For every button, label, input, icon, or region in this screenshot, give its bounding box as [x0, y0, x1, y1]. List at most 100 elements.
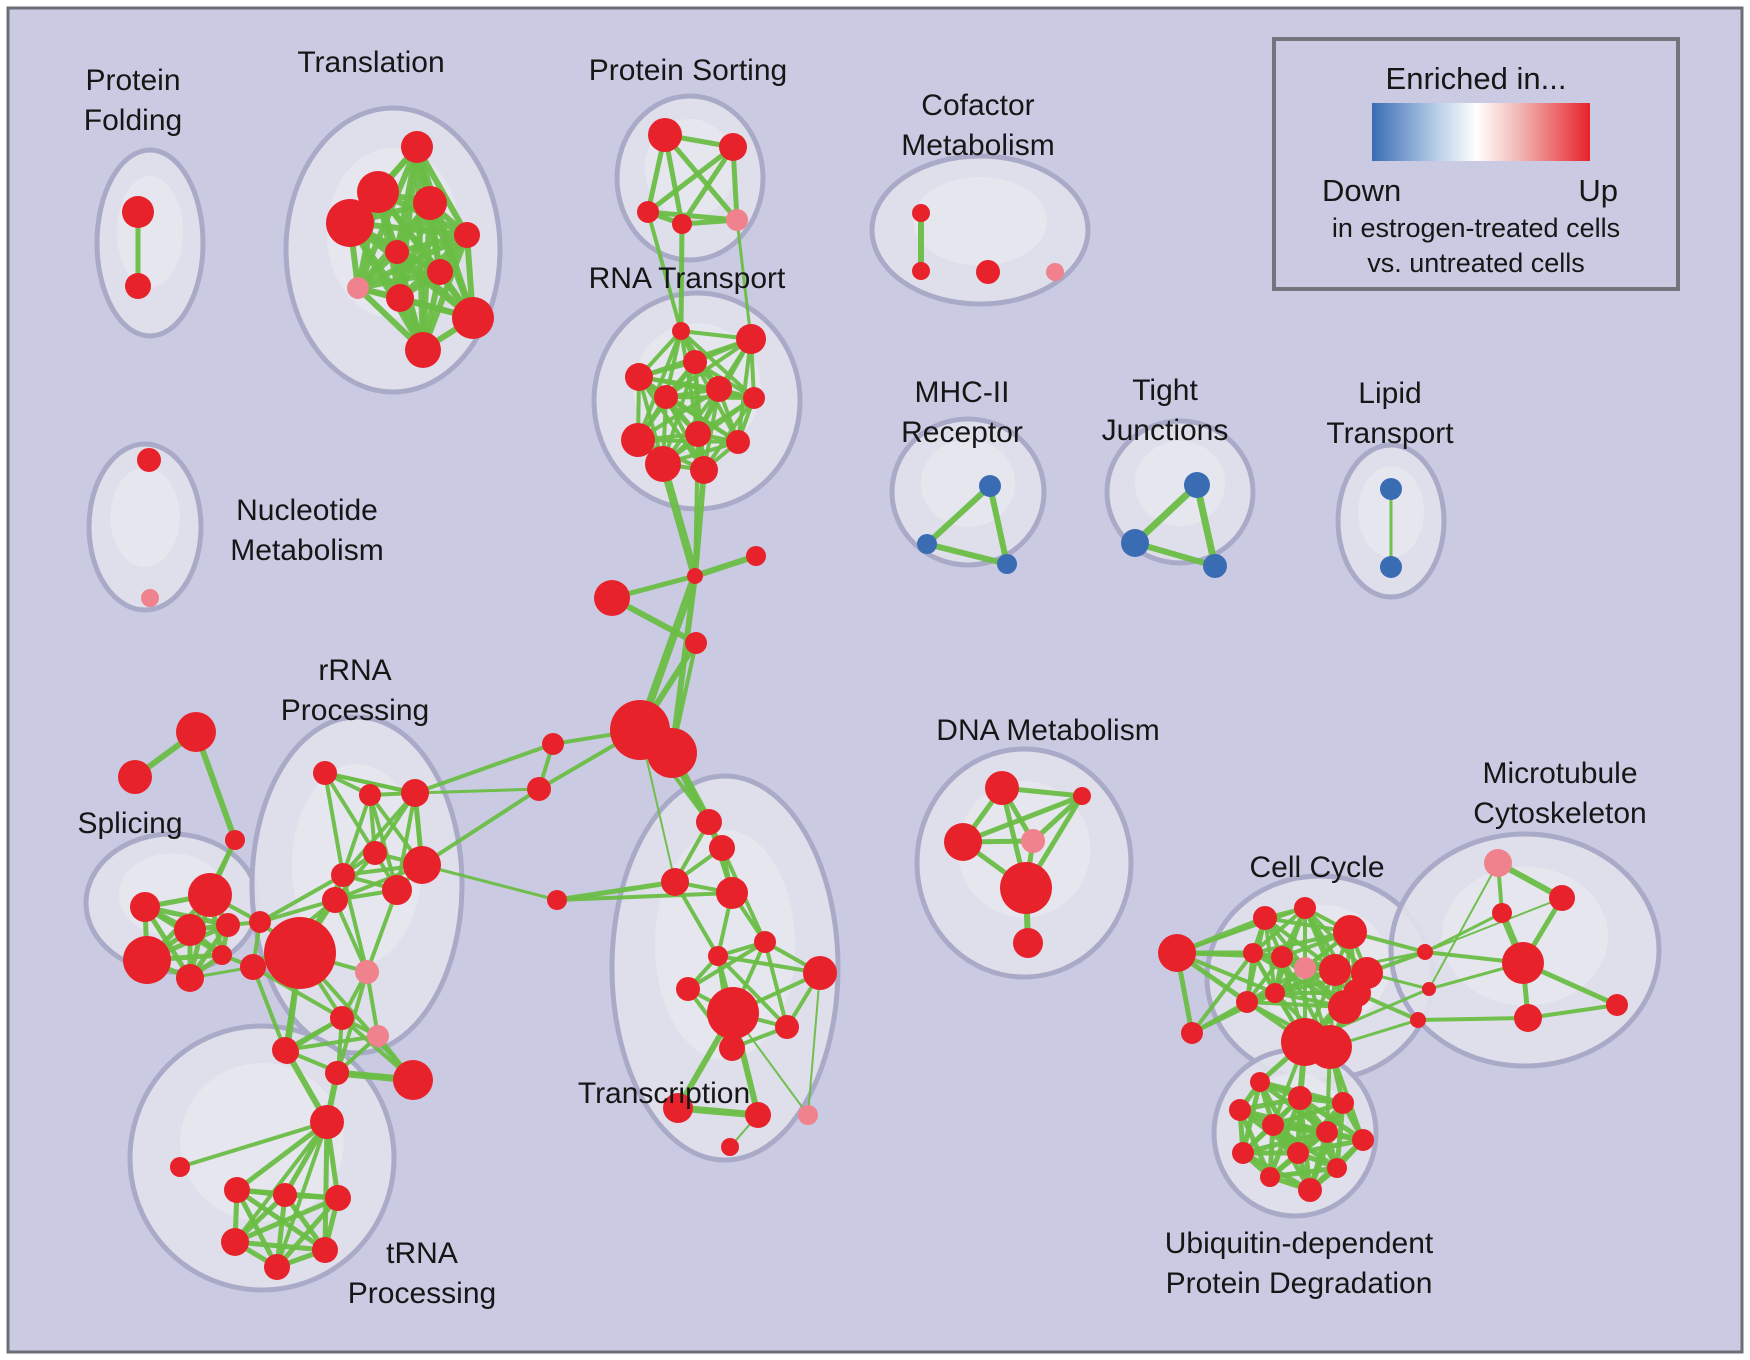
node-pf-0[interactable]: [122, 196, 154, 228]
node-nm-22[interactable]: [137, 448, 161, 472]
node-rr-74[interactable]: [355, 960, 379, 984]
node-rr-73[interactable]: [240, 954, 266, 980]
node-sp-60[interactable]: [123, 936, 171, 984]
node-dm-107[interactable]: [944, 823, 982, 861]
node-rt-32[interactable]: [621, 423, 655, 457]
node-mh-36[interactable]: [979, 475, 1001, 497]
node-ub-141[interactable]: [1316, 1121, 1338, 1143]
node-ts-91[interactable]: [709, 835, 735, 861]
node-tr-9[interactable]: [347, 277, 369, 299]
node-mc-131[interactable]: [1549, 885, 1575, 911]
node-cc-118[interactable]: [1294, 957, 1316, 979]
node-rt-30[interactable]: [654, 385, 678, 409]
node-sp-61[interactable]: [176, 964, 204, 992]
node-sp-58[interactable]: [174, 914, 206, 946]
node-rr-72[interactable]: [264, 917, 336, 989]
node-tr-8[interactable]: [427, 259, 453, 285]
node-pf-1[interactable]: [125, 273, 151, 299]
node-ub-144[interactable]: [1287, 1142, 1309, 1164]
node-cf-19[interactable]: [912, 262, 930, 280]
node-rr-67[interactable]: [331, 863, 355, 887]
node-ub-146[interactable]: [1260, 1167, 1280, 1187]
node-cn-52[interactable]: [547, 890, 567, 910]
node-rt-28[interactable]: [706, 376, 732, 402]
node-lt-42[interactable]: [1380, 478, 1402, 500]
node-tr-6[interactable]: [454, 222, 480, 248]
node-rr-69[interactable]: [403, 846, 441, 884]
node-cc-114[interactable]: [1294, 897, 1316, 919]
node-rt-33[interactable]: [726, 430, 750, 454]
node-cn-46[interactable]: [594, 580, 630, 616]
node-dm-106[interactable]: [1073, 787, 1091, 805]
node-tr-4[interactable]: [413, 186, 447, 220]
node-rr-70[interactable]: [249, 911, 271, 933]
node-tt-101[interactable]: [663, 1093, 693, 1123]
node-rr-65[interactable]: [401, 779, 429, 807]
node-ts-98[interactable]: [803, 956, 837, 990]
node-ub-137[interactable]: [1288, 1086, 1312, 1110]
node-mc-132[interactable]: [1492, 903, 1512, 923]
node-tc-89[interactable]: [264, 1254, 290, 1280]
node-ts-99[interactable]: [775, 1015, 799, 1039]
node-st-55[interactable]: [225, 830, 245, 850]
node-rr-76[interactable]: [367, 1025, 389, 1047]
node-ub-139[interactable]: [1332, 1092, 1354, 1114]
node-tn-83[interactable]: [325, 1061, 349, 1085]
node-cc-112[interactable]: [1181, 1022, 1203, 1044]
node-rt-29[interactable]: [743, 387, 765, 409]
node-tc-86[interactable]: [325, 1185, 351, 1211]
node-mx-129[interactable]: [1410, 1012, 1426, 1028]
node-rt-34[interactable]: [645, 446, 681, 482]
node-tn-82[interactable]: [275, 1040, 299, 1064]
node-st-54[interactable]: [118, 760, 152, 794]
node-ts-92[interactable]: [661, 868, 689, 896]
node-st-53[interactable]: [176, 712, 216, 752]
node-mc-133[interactable]: [1502, 942, 1544, 984]
node-tt-104[interactable]: [721, 1138, 739, 1156]
node-cc-126[interactable]: [1308, 1025, 1352, 1069]
node-ts-94[interactable]: [754, 931, 776, 953]
node-ub-138[interactable]: [1229, 1099, 1251, 1121]
node-cn-47[interactable]: [685, 632, 707, 654]
node-mx-127[interactable]: [1417, 944, 1433, 960]
node-dm-108[interactable]: [1021, 829, 1045, 853]
node-cn-51[interactable]: [527, 777, 551, 801]
node-rt-26[interactable]: [683, 350, 707, 374]
node-tr-12[interactable]: [405, 332, 441, 368]
node-tc-84[interactable]: [224, 1177, 250, 1203]
node-ub-142[interactable]: [1352, 1129, 1374, 1151]
node-cc-117[interactable]: [1271, 946, 1293, 968]
node-sp-56[interactable]: [130, 892, 160, 922]
node-tr-7[interactable]: [385, 240, 409, 264]
node-cc-119[interactable]: [1319, 954, 1351, 986]
node-rr-66[interactable]: [363, 841, 387, 865]
node-sp-62[interactable]: [212, 945, 232, 965]
node-ub-140[interactable]: [1262, 1114, 1284, 1136]
node-cc-122[interactable]: [1265, 983, 1285, 1003]
node-ts-93[interactable]: [716, 877, 748, 909]
node-tj-39[interactable]: [1184, 472, 1210, 498]
node-sp-59[interactable]: [216, 913, 240, 937]
node-tc-88[interactable]: [312, 1237, 338, 1263]
node-tr-2[interactable]: [401, 131, 433, 163]
node-mc-134[interactable]: [1514, 1004, 1542, 1032]
node-sp-57[interactable]: [188, 873, 232, 917]
node-cf-21[interactable]: [1046, 263, 1064, 281]
node-dt-110[interactable]: [1013, 928, 1043, 958]
node-mc-135[interactable]: [1606, 994, 1628, 1016]
node-ts-95[interactable]: [708, 946, 728, 966]
node-tj-41[interactable]: [1203, 554, 1227, 578]
node-rt-31[interactable]: [685, 421, 711, 447]
node-rr-75[interactable]: [330, 1006, 354, 1030]
node-ts-96[interactable]: [676, 977, 700, 1001]
node-cc-121[interactable]: [1236, 991, 1258, 1013]
node-tr-3[interactable]: [357, 171, 399, 213]
node-tr-10[interactable]: [386, 284, 414, 312]
node-ub-143[interactable]: [1232, 1142, 1254, 1164]
node-cc-124[interactable]: [1343, 979, 1371, 1007]
node-cc-113[interactable]: [1253, 906, 1277, 930]
node-ps-16[interactable]: [672, 214, 692, 234]
node-ps-15[interactable]: [637, 201, 659, 223]
node-cf-20[interactable]: [976, 260, 1000, 284]
node-mh-37[interactable]: [917, 534, 937, 554]
